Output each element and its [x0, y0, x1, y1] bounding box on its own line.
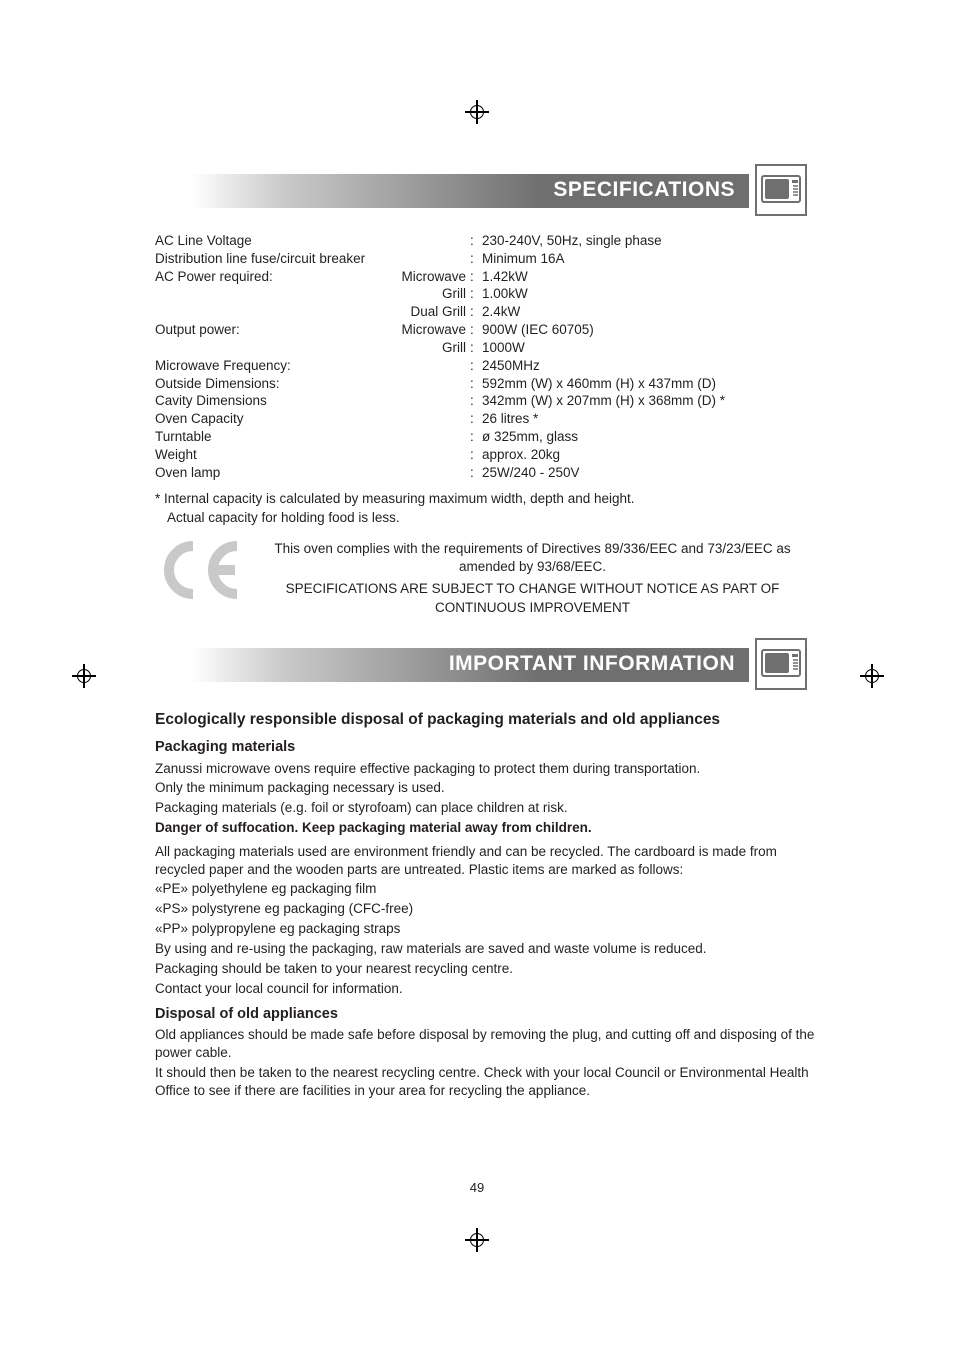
body-text: Contact your local council for informati… — [155, 980, 815, 998]
body-text: It should then be taken to the nearest r… — [155, 1064, 815, 1100]
spec-row: Oven lamp:25W/240 - 250V — [155, 464, 815, 482]
registration-mark-icon — [465, 100, 489, 124]
registration-mark-icon — [860, 664, 884, 688]
spec-row: Oven Capacity:26 litres * — [155, 410, 815, 428]
packaging-heading: Packaging materials — [155, 738, 815, 757]
spec-row: Cavity Dimensions:342mm (W) x 207mm (H) … — [155, 392, 815, 410]
spec-row: AC Power required:Microwave:1.42kW — [155, 268, 815, 286]
spec-row: Weight:approx. 20kg — [155, 446, 815, 464]
spec-row: Distribution line fuse/circuit breaker:M… — [155, 250, 815, 268]
spec-row: Grill:1000W — [155, 339, 815, 357]
body-text: «PE» polyethylene eg packaging film — [155, 880, 815, 898]
specifications-list: AC Line Voltage:230-240V, 50Hz, single p… — [155, 232, 815, 481]
body-text: Zanussi microwave ovens require effectiv… — [155, 760, 815, 778]
body-text: All packaging materials used are environ… — [155, 843, 815, 879]
body-text: Old appliances should be made safe befor… — [155, 1026, 815, 1062]
registration-mark-icon — [72, 664, 96, 688]
microwave-icon — [755, 638, 807, 690]
body-text: By using and re-using the packaging, raw… — [155, 940, 815, 958]
body-text: Packaging should be taken to your neares… — [155, 960, 815, 978]
specifications-heading: SPECIFICATIONS — [553, 178, 735, 202]
spec-row: Output power:Microwave:900W (IEC 60705) — [155, 321, 815, 339]
compliance-line: SPECIFICATIONS ARE SUBJECT TO CHANGE WIT… — [255, 580, 810, 616]
page-number: 49 — [0, 1180, 954, 1195]
warning-text: Danger of suffocation. Keep packaging ma… — [155, 819, 815, 837]
disposal-heading: Disposal of old appliances — [155, 1005, 815, 1024]
spec-footnote-line: * Internal capacity is calculated by mea… — [155, 490, 815, 509]
ce-mark-icon — [155, 540, 245, 600]
spec-row: AC Line Voltage:230-240V, 50Hz, single p… — [155, 232, 815, 250]
spec-footnote: * Internal capacity is calculated by mea… — [155, 490, 815, 528]
important-info-heading: IMPORTANT INFORMATION — [449, 652, 735, 676]
body-text: Only the minimum packaging necessary is … — [155, 779, 815, 797]
spec-row: Grill:1.00kW — [155, 285, 815, 303]
spec-row: Outside Dimensions::592mm (W) x 460mm (H… — [155, 375, 815, 393]
spec-row: Turntable:ø 325mm, glass — [155, 428, 815, 446]
spec-footnote-line: Actual capacity for holding food is less… — [155, 509, 815, 528]
eco-heading: Ecologically responsible disposal of pac… — [155, 710, 815, 730]
compliance-line: This oven complies with the requirements… — [255, 540, 810, 576]
body-text: «PS» polystyrene eg packaging (CFC-free) — [155, 900, 815, 918]
spec-row: Microwave Frequency::2450MHz — [155, 357, 815, 375]
spec-row: Dual Grill:2.4kW — [155, 303, 815, 321]
body-text: «PP» polypropylene eg packaging straps — [155, 920, 815, 938]
compliance-statement: This oven complies with the requirements… — [255, 540, 810, 617]
specifications-heading-banner: SPECIFICATIONS — [155, 174, 749, 208]
important-info-heading-banner: IMPORTANT INFORMATION — [155, 648, 749, 682]
registration-mark-icon — [465, 1228, 489, 1252]
body-text: Packaging materials (e.g. foil or styrof… — [155, 799, 815, 817]
important-info-body: Ecologically responsible disposal of pac… — [155, 700, 815, 1102]
microwave-icon — [755, 164, 807, 216]
